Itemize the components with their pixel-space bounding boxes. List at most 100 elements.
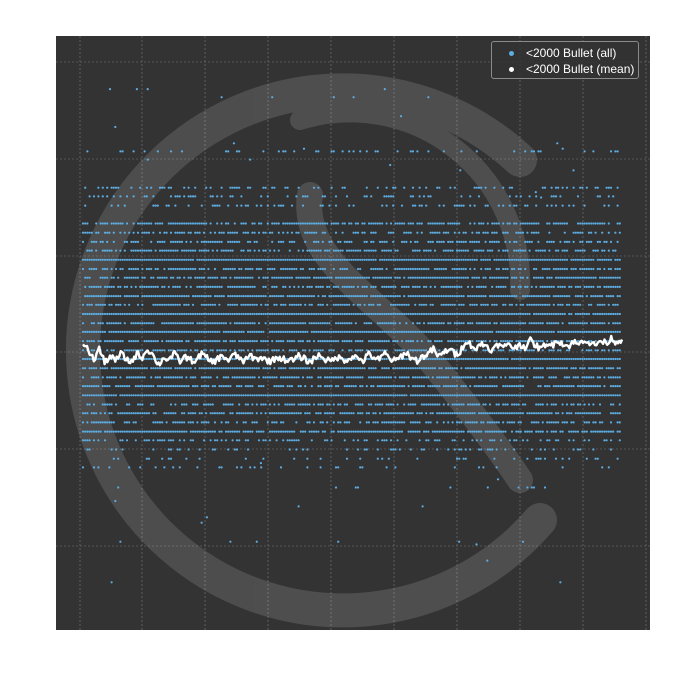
scatter-point — [422, 303, 426, 306]
scatter-point — [605, 295, 608, 298]
scatter-point — [363, 258, 366, 261]
scatter-point — [222, 276, 225, 279]
scatter-point — [598, 330, 602, 333]
scatter-point — [398, 330, 401, 333]
scatter-point — [493, 421, 496, 424]
scatter-point — [244, 204, 247, 207]
scatter-point — [409, 394, 412, 397]
scatter-point — [169, 349, 173, 352]
scatter-point — [616, 394, 619, 397]
scatter-point — [343, 295, 346, 298]
scatter-point — [106, 222, 109, 225]
scatter-point — [431, 376, 434, 379]
scatter-point — [497, 258, 500, 261]
scatter-point — [174, 204, 177, 207]
scatter-point — [497, 249, 500, 252]
scatter-point — [310, 330, 313, 333]
scatter-point — [224, 349, 228, 352]
scatter-point — [414, 385, 417, 388]
scatter-point — [260, 295, 263, 298]
scatter-point — [587, 258, 591, 261]
scatter-point — [537, 231, 540, 234]
scatter-point — [90, 240, 93, 243]
scatter-point — [372, 240, 375, 243]
scatter-point — [165, 412, 168, 415]
scatter-point — [576, 285, 580, 288]
scatter-point — [337, 240, 340, 243]
scatter-point — [438, 267, 441, 271]
scatter-point — [262, 249, 265, 252]
scatter-point — [202, 385, 206, 388]
scatter-point — [251, 322, 254, 325]
scatter-point — [238, 439, 241, 442]
scatter-point — [310, 322, 313, 325]
scatter-point — [112, 312, 115, 316]
scatter-point — [422, 285, 426, 288]
scatter-point — [559, 222, 562, 225]
scatter-point — [227, 367, 230, 370]
scatter-point — [587, 376, 591, 379]
scatter-point — [273, 394, 276, 397]
scatter-point — [526, 376, 529, 379]
scatter-point — [590, 267, 593, 271]
scatter-point — [521, 231, 525, 234]
scatter-point — [220, 285, 223, 288]
scatter-point — [284, 376, 287, 379]
scatter-point — [438, 204, 441, 207]
scatter-point — [196, 276, 199, 279]
scatter-point — [374, 267, 377, 271]
scatter-point — [189, 276, 192, 279]
scatter-point — [97, 195, 100, 198]
scatter-point — [363, 394, 366, 397]
scatter-point — [143, 430, 146, 433]
scatter-point — [308, 249, 311, 252]
scatter-point — [242, 258, 245, 261]
scatter-point — [568, 430, 571, 433]
scatter-point — [328, 376, 331, 379]
scatter-point — [213, 240, 217, 243]
scatter-point — [319, 330, 322, 333]
scatter-point — [405, 340, 408, 343]
scatter-point — [110, 222, 113, 225]
scatter-point — [209, 285, 212, 288]
scatter-point — [167, 222, 170, 225]
scatter-point — [583, 258, 586, 261]
scatter-point — [167, 285, 170, 288]
scatter-point — [165, 231, 168, 234]
scatter-point — [372, 412, 375, 415]
scatter-point — [231, 394, 234, 397]
scatter-point — [579, 240, 582, 243]
scatter-point — [554, 385, 558, 388]
scatter-point — [242, 376, 245, 379]
scatter-point — [535, 312, 538, 316]
scatter-point — [420, 385, 423, 388]
scatter-point — [198, 222, 201, 225]
scatter-point — [354, 385, 357, 388]
scatter-point — [244, 376, 247, 379]
scatter-point — [451, 357, 454, 361]
scatter-point — [147, 394, 151, 397]
scatter-point — [598, 412, 602, 415]
scatter-point — [218, 349, 221, 352]
scatter-point — [416, 430, 419, 433]
scatter-point — [189, 322, 192, 325]
scatter-point — [565, 376, 569, 379]
scatter-point — [158, 421, 162, 424]
scatter-point — [574, 249, 577, 252]
scatter-point — [341, 322, 344, 325]
scatter-point — [359, 267, 362, 271]
scatter-point — [334, 376, 338, 379]
scatter-point — [260, 222, 263, 225]
scatter-point — [103, 412, 107, 415]
scatter-point — [343, 330, 346, 333]
scatter-point — [407, 267, 410, 271]
scatter-point — [139, 249, 142, 252]
scatter-point — [282, 295, 285, 298]
scatter-point — [607, 276, 610, 279]
scatter-point — [103, 312, 107, 316]
scatter-point — [451, 394, 454, 397]
scatter-point — [95, 240, 98, 243]
scatter-point — [348, 204, 351, 207]
scatter-point — [123, 421, 126, 424]
scatter-point — [603, 240, 606, 243]
